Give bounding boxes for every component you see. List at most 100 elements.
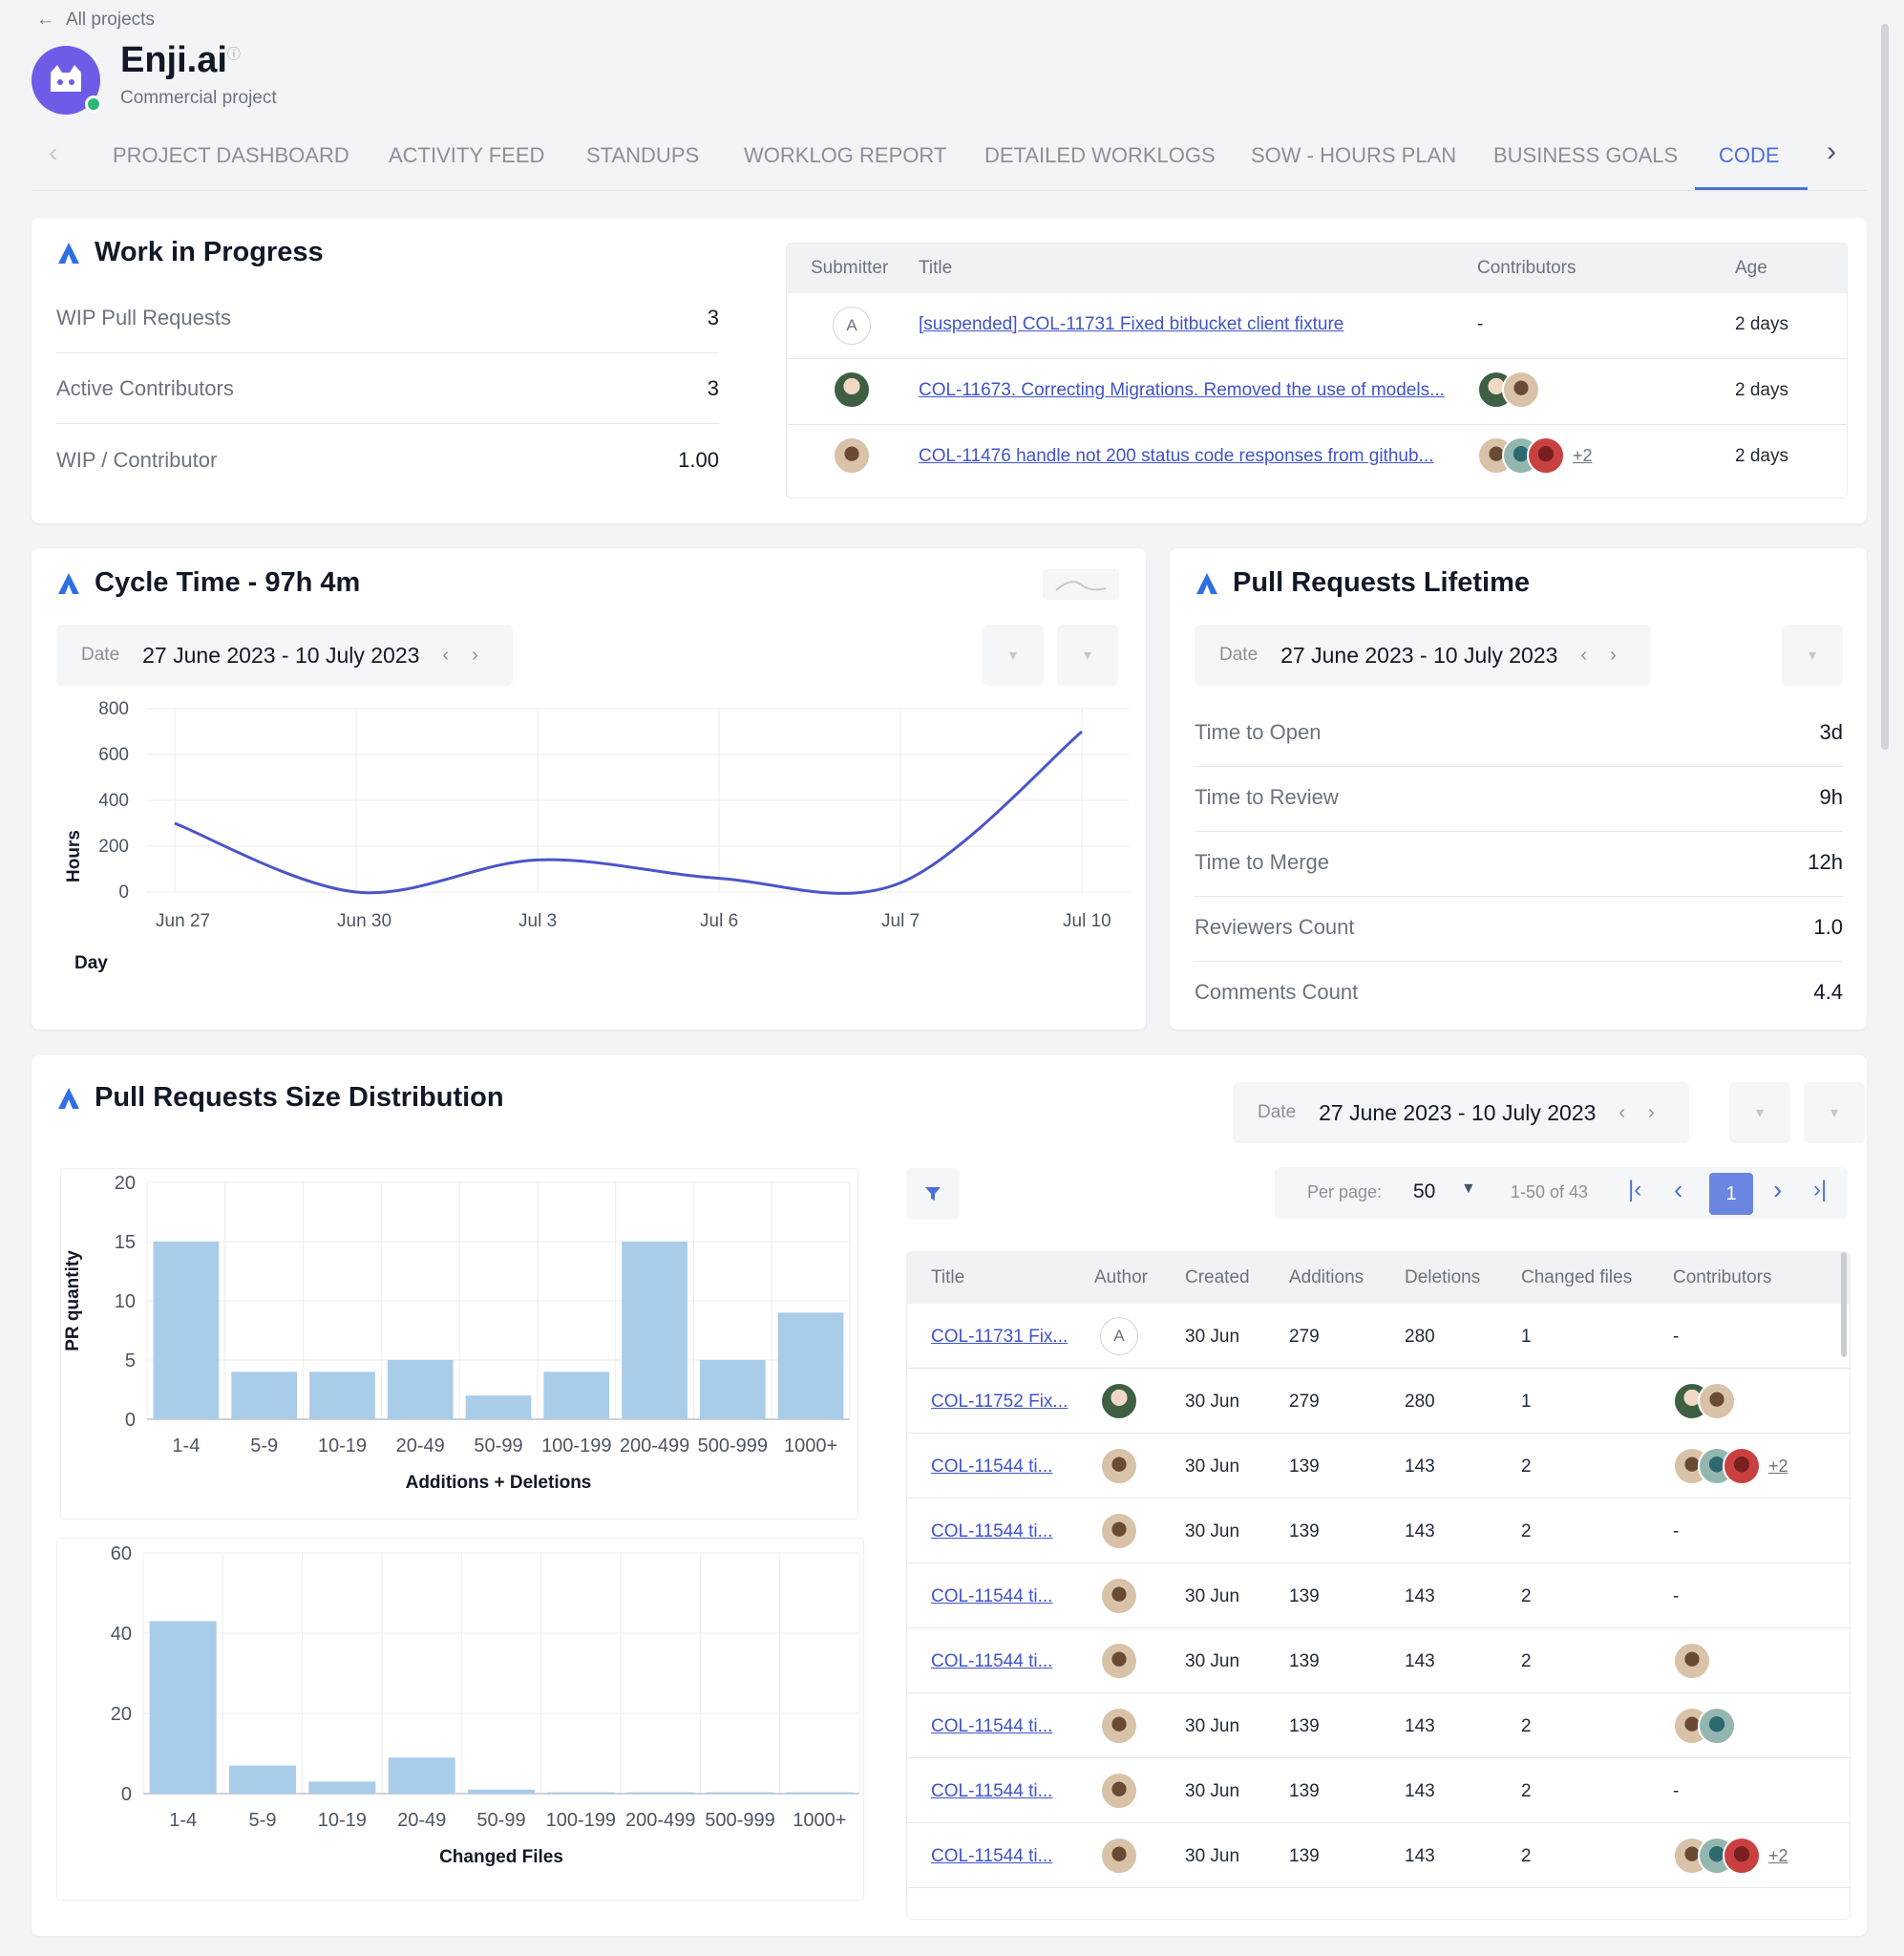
bar [707,1792,773,1794]
chevron-left-icon[interactable]: ‹ [1580,644,1588,666]
pr-title-link[interactable]: COL-11673. Correcting Migrations. Remove… [919,380,1445,400]
date-range-picker[interactable]: Date 27 June 2023 - 10 July 2023 ‹ › [1195,625,1651,686]
current-page-button[interactable]: 1 [1709,1173,1753,1215]
more-contributors-link[interactable]: +2 [1768,1456,1788,1476]
col-created: Created [1185,1267,1250,1287]
filter-dropdown[interactable]: ▾ [1782,625,1843,686]
x-tick-label: 50-99 [474,1435,522,1456]
bar [387,1360,454,1419]
tab-project-dashboard[interactable]: PROJECT DASHBOARD [113,143,349,167]
lifetime-stat-label: Time to Merge [1195,850,1330,874]
created-date: 30 Jun [1185,1456,1240,1477]
date-value: 27 June 2023 - 10 July 2023 [1319,1099,1597,1125]
table-row: COL-11544 ti... 30 Jun 139 143 2 [907,1693,1850,1758]
pr-title-link[interactable]: COL-11544 ti... [931,1456,1053,1477]
chevron-left-icon[interactable]: ‹ [1618,1101,1626,1123]
chevron-down-icon: ▾ [1830,1105,1839,1121]
caret-down-icon[interactable]: ▼ [1461,1180,1476,1197]
filter-dropdown[interactable]: ▾ [1729,1082,1790,1143]
pr-lifetime-title: Pull Requests Lifetime [1195,567,1530,599]
wip-stat-label: WIP Pull Requests [56,306,232,330]
chevron-down-icon: ▾ [1808,648,1817,664]
pr-title-link[interactable]: COL-11476 handle not 200 status code res… [919,446,1434,466]
pr-title-link[interactable]: COL-11752 Fix... [931,1392,1068,1412]
next-page-icon[interactable]: › [1773,1175,1783,1204]
date-range-picker[interactable]: Date 27 June 2023 - 10 July 2023 ‹ › [1233,1082,1689,1143]
additions-count: 139 [1289,1456,1320,1477]
tab-code[interactable]: CODE [1719,143,1780,167]
chart-type-icon[interactable] [1043,569,1119,600]
additions-count: 139 [1289,1521,1320,1541]
cycle-time-title: Cycle Time - 97h 4m [56,567,360,599]
avatar [1100,1642,1138,1680]
tab-standups[interactable]: STANDUPS [586,143,700,167]
back-link[interactable]: ← All projects [36,10,155,31]
pr-title-link[interactable]: [suspended] COL-11731 Fixed bitbucket cl… [919,314,1344,334]
tab-worklog-report[interactable]: WORKLOG REPORT [744,143,947,167]
pr-lifetime-card: Pull Requests Lifetime Date 27 June 2023… [1170,548,1867,1030]
col-title: Title [931,1267,965,1287]
more-contributors-link[interactable]: +2 [1573,445,1593,465]
changed-files-count: 1 [1521,1392,1532,1412]
created-date: 30 Jun [1185,1651,1240,1671]
more-contributors-link[interactable]: +2 [1768,1845,1788,1865]
avatar [1100,1577,1138,1615]
avatar [1698,1382,1736,1420]
pr-title-link[interactable]: COL-11544 ti... [931,1846,1053,1866]
filter-dropdown[interactable]: ▾ [983,625,1044,686]
y-axis-label: Hours [64,830,84,882]
per-page-select[interactable]: 50 [1413,1180,1436,1202]
y-tick-label: 600 [98,745,129,765]
x-tick-label: 5-9 [250,1435,278,1456]
info-icon[interactable]: ⓘ [226,46,241,62]
table-header: Submitter Title Contributors Age [787,244,1847,293]
tab-business-goals[interactable]: BUSINESS GOALS [1493,143,1679,167]
tab-detailed-worklogs[interactable]: DETAILED WORKLOGS [984,143,1216,167]
chevron-down-icon: ▾ [1083,648,1092,664]
chevron-right-icon[interactable]: › [1610,644,1617,666]
bar [786,1792,854,1794]
additions-deletions-bar-chart: 0 5 10 15 20 1-4 5-9 10-19 20-49 50-99 100-199 200-… [63,1173,851,1493]
chevron-right-icon[interactable]: › [1648,1101,1655,1123]
filter-dropdown[interactable]: ▾ [1057,625,1118,686]
tab-sow-hours-plan[interactable]: SOW - HOURS PLAN [1251,143,1457,167]
tab-activity-feed[interactable]: ACTIVITY FEED [389,143,545,167]
table-row: COL-11544 ti... 30 Jun 139 143 2 - [907,1758,1850,1823]
prev-page-icon[interactable]: ‹ [1674,1175,1683,1204]
changed-files-count: 2 [1521,1586,1532,1606]
chevron-left-icon[interactable]: ‹ [49,138,58,167]
filter-dropdown[interactable]: ▾ [1804,1082,1865,1143]
pr-title-link[interactable]: COL-11731 Fix... [931,1327,1068,1347]
pr-title-link[interactable]: COL-11544 ti... [931,1716,1053,1736]
table-scrollbar[interactable] [1841,1252,1847,1357]
avatar [1100,1707,1138,1745]
pr-title-link[interactable]: COL-11544 ti... [931,1586,1053,1606]
first-page-icon[interactable]: |‹ [1628,1177,1642,1202]
deletions-count: 280 [1405,1327,1435,1347]
created-date: 30 Jun [1185,1327,1240,1347]
chevron-right-icon[interactable]: › [472,644,478,666]
chevron-down-icon: ▾ [1755,1105,1765,1121]
y-axis-label: PR quantity [63,1250,83,1351]
pr-title-link[interactable]: COL-11544 ti... [931,1781,1053,1801]
page-scrollbar[interactable] [1881,24,1889,750]
col-author: Author [1094,1267,1148,1287]
last-page-icon[interactable]: ›| [1813,1177,1828,1202]
online-status-dot [85,96,102,113]
x-axis-label: Additions + Deletions [406,1473,592,1493]
x-tick-label: 1-4 [169,1810,197,1831]
date-range-picker[interactable]: Date 27 June 2023 - 10 July 2023 ‹ › [56,625,513,686]
contributors: +2 [1477,436,1593,475]
atlassian-icon [1196,572,1217,594]
chevron-left-icon[interactable]: ‹ [442,644,450,666]
table-row: A [suspended] COL-11731 Fixed bitbucket … [787,293,1847,358]
bar [388,1757,455,1794]
chevron-right-icon[interactable]: › [1827,136,1836,167]
bar [153,1242,220,1419]
changed-files-count: 2 [1521,1521,1532,1541]
filter-icon [925,1187,941,1201]
filter-button[interactable] [906,1168,960,1220]
pr-title-link[interactable]: COL-11544 ti... [931,1651,1053,1671]
cycle-time-line-chart: 0 200 400 600 800 Jun 27 Jun 30 Jul 3 Jul 6 Jul 7… [64,699,1130,973]
pr-title-link[interactable]: COL-11544 ti... [931,1521,1053,1541]
